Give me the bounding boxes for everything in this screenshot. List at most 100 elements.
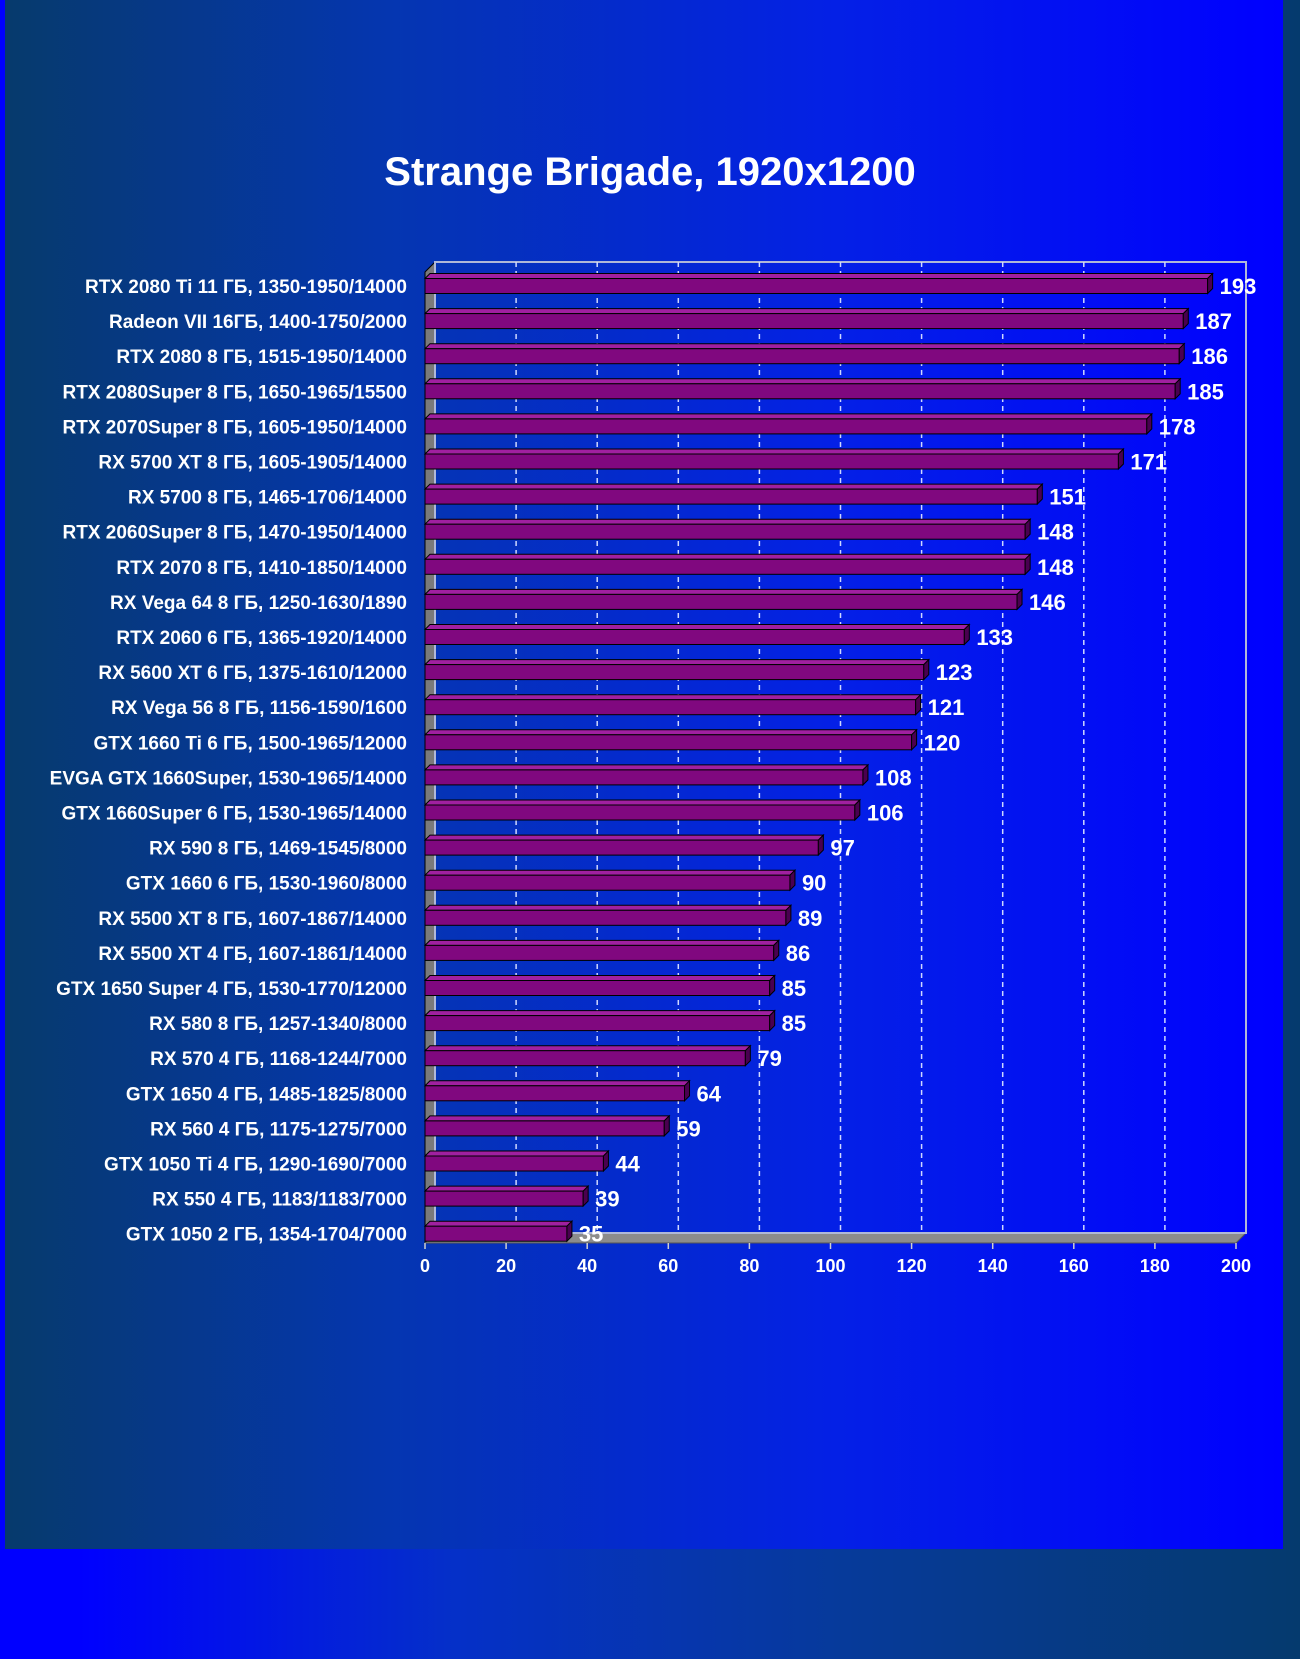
bar-end	[744, 1044, 751, 1067]
bar-front	[424, 418, 1148, 435]
category-label: EVGA GTX 1660Super, 1530-1965/14000	[50, 768, 407, 789]
value-label: 171	[1130, 450, 1167, 475]
value-label: 151	[1049, 485, 1086, 510]
bar	[423, 693, 922, 716]
value-label: 121	[928, 695, 965, 720]
category-label: GTX 1650 4 ГБ, 1485-1825/8000	[126, 1084, 407, 1105]
bar-end	[684, 1079, 691, 1103]
bar-top	[423, 729, 918, 736]
bar-front	[424, 909, 787, 926]
bar-front	[424, 734, 913, 751]
bar-end	[663, 1114, 670, 1138]
bar-front	[424, 769, 864, 786]
category-label: RTX 2080 8 ГБ, 1515-1950/14000	[116, 347, 407, 368]
bar-end	[923, 658, 930, 681]
x-tick-label: 120	[897, 1256, 927, 1276]
bar-front	[424, 1190, 584, 1207]
bar	[423, 763, 870, 787]
category-label: RTX 2070 8 ГБ, 1410-1850/14000	[116, 558, 407, 579]
bar-end	[817, 833, 824, 857]
bar-end	[1146, 412, 1153, 436]
category-label: GTX 1050 2 ГБ, 1354-1704/7000	[126, 1225, 407, 1246]
bar	[423, 1044, 752, 1067]
x-tick-label: 180	[1140, 1256, 1170, 1276]
bar-front	[424, 278, 1209, 294]
category-labels: RTX 2080 Ti 11 ГБ, 1350-1950/14000 Radeon…	[50, 277, 407, 1246]
value-label: 64	[697, 1081, 722, 1106]
bar-end	[1036, 482, 1043, 506]
category-label: RX Vega 64 8 ГБ, 1250-1630/1890	[110, 593, 407, 614]
value-label: 86	[786, 941, 810, 966]
bar-end	[773, 939, 780, 962]
bar-end	[1178, 342, 1185, 365]
bar-top	[423, 975, 776, 981]
bar-end	[915, 693, 922, 716]
bar-end	[602, 1149, 609, 1173]
bar-front	[424, 348, 1180, 365]
bar-end	[1174, 377, 1181, 401]
bar-front	[424, 944, 775, 961]
bar-top	[423, 448, 1125, 455]
bar	[423, 1184, 590, 1208]
bar-front	[424, 1225, 568, 1242]
value-label: 148	[1037, 555, 1074, 580]
value-label: 133	[976, 625, 1013, 650]
bar-front	[424, 804, 856, 821]
bar-top	[423, 659, 930, 666]
bar-front	[424, 699, 917, 716]
bar-end	[1182, 307, 1189, 330]
category-label: RTX 2060 6 ГБ, 1365-1920/14000	[116, 628, 407, 649]
x-axis-ticks: 0 20 40 60 80 100 120 140 160 180 200	[420, 1243, 1251, 1276]
bar-front	[424, 383, 1176, 400]
bar	[423, 447, 1125, 471]
x-tick-label: 60	[658, 1256, 678, 1276]
category-label: RX 570 4 ГБ, 1168-1244/7000	[150, 1049, 407, 1070]
bar	[423, 1079, 691, 1103]
bar	[423, 588, 1024, 611]
category-label: RX 550 4 ГБ, 1183/1183/7000	[152, 1190, 407, 1211]
bar	[423, 517, 1032, 541]
category-label: RX 5500 XT 8 ГБ, 1607-1867/14000	[98, 909, 407, 930]
value-label: 120	[924, 730, 961, 755]
bar	[423, 412, 1153, 436]
value-label: 123	[936, 660, 973, 685]
value-label: 148	[1037, 520, 1074, 545]
category-label: Radeon VII 16ГБ, 1400-1750/2000	[109, 312, 407, 333]
bar-top	[423, 518, 1032, 525]
bar	[423, 1219, 574, 1243]
bar	[423, 974, 776, 997]
value-label: 85	[782, 1011, 806, 1036]
value-label: 108	[875, 765, 912, 790]
bar-top	[423, 1010, 776, 1017]
bar-front	[424, 629, 965, 645]
bar-top	[423, 1220, 574, 1227]
bar	[423, 307, 1190, 330]
category-label: RTX 2070Super 8 ГБ, 1605-1950/14000	[63, 417, 407, 438]
bar-top	[423, 939, 780, 946]
x-tick-label: 200	[1221, 1256, 1251, 1276]
value-label: 106	[867, 801, 904, 826]
x-tick-label: 140	[978, 1256, 1008, 1276]
category-label: RTX 2080 Ti 11 ГБ, 1350-1950/14000	[85, 277, 407, 298]
bar-front	[424, 1050, 746, 1067]
x-tick-label: 80	[739, 1256, 759, 1276]
bar	[423, 939, 780, 962]
chart-title: Strange Brigade, 1920x1200	[384, 150, 915, 194]
bar-end	[785, 904, 792, 927]
bar-end	[911, 728, 918, 752]
x-tick-label: 100	[815, 1256, 845, 1276]
bar-top	[423, 904, 793, 911]
bar	[423, 272, 1214, 295]
category-label: GTX 1660Super 6 ГБ, 1530-1965/14000	[61, 804, 407, 825]
category-label: RX 590 8 ГБ, 1469-1545/8000	[149, 839, 407, 860]
value-label: 79	[757, 1046, 781, 1071]
value-label: 90	[802, 871, 826, 896]
bar-end	[1117, 447, 1124, 471]
bar-top	[423, 1080, 691, 1087]
bar-front	[424, 453, 1119, 470]
bar-end	[582, 1184, 589, 1208]
bar-end	[566, 1219, 573, 1243]
category-label: GTX 1660 Ti 6 ГБ, 1500-1965/12000	[93, 733, 407, 754]
bar-front	[424, 1085, 686, 1102]
